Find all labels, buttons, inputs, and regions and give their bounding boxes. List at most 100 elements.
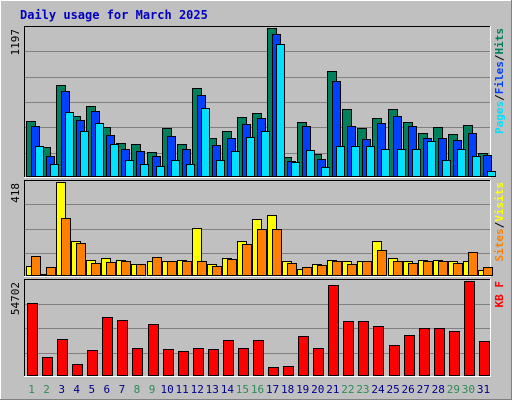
bar-pages-day-10 <box>171 160 180 177</box>
x-tick-label-28: 28 <box>432 383 445 396</box>
bar-pages-day-17 <box>276 44 285 177</box>
bar-kb-f-day-11 <box>178 351 189 376</box>
x-tick-label-15: 15 <box>236 383 249 396</box>
x-tick-label-20: 20 <box>311 383 324 396</box>
bar-sites-day-15 <box>242 244 252 276</box>
bar-kb-f-day-1 <box>27 303 38 376</box>
y-legend-middle: Sites/Visits <box>493 182 506 262</box>
legend-separator: / <box>493 94 506 101</box>
bar-kb-f-day-30 <box>464 281 475 376</box>
bar-pages-day-23 <box>366 146 375 177</box>
x-tick-label-29: 29 <box>447 383 460 396</box>
bar-kb-f-day-23 <box>358 321 369 376</box>
bar-sites-day-25 <box>393 261 403 276</box>
y-legend-top: Pages/Files/Hits <box>493 28 506 134</box>
bar-sites-day-18 <box>287 263 297 276</box>
bar-sites-day-13 <box>212 266 222 276</box>
bar-kb-f-day-27 <box>419 328 430 376</box>
bar-sites-day-28 <box>438 261 448 276</box>
bar-sites-day-10 <box>167 261 177 276</box>
x-tick-label-30: 30 <box>462 383 475 396</box>
x-axis-labels: 1 2 3 4 5 6 7 8 9 10 11 12 13 14 15 16 17 18 19 20 21 22 23 24 2… <box>28 383 490 396</box>
bar-sites-day-20 <box>317 265 327 276</box>
x-tick-label-31: 31 <box>477 383 490 396</box>
chart-panels: 1197 Pages/Files/Hits 418Sites/Visits54702… <box>9 26 506 377</box>
bar-kb-f-day-24 <box>373 326 384 376</box>
bar-sites-day-27 <box>423 261 433 276</box>
x-tick-label-19: 19 <box>296 383 309 396</box>
bar-sites-day-2 <box>46 267 56 276</box>
bar-pages-day-16 <box>261 131 270 177</box>
bar-kb-f-day-22 <box>343 321 354 376</box>
bar-kb-f-day-21 <box>328 285 339 376</box>
bar-sites-day-31 <box>483 267 493 276</box>
x-tick-label-17: 17 <box>266 383 279 396</box>
bar-kb-f-day-18 <box>283 366 294 376</box>
x-tick-label-21: 21 <box>326 383 339 396</box>
x-tick-label-23: 23 <box>356 383 369 396</box>
bar-sites-day-11 <box>182 261 192 276</box>
bar-pages-day-27 <box>427 141 436 177</box>
x-tick-label-4: 4 <box>73 383 80 396</box>
bar-sites-day-22 <box>347 264 357 276</box>
x-tick-label-22: 22 <box>341 383 354 396</box>
legend-visits: Visits <box>493 182 506 222</box>
bar-pages-day-19 <box>306 150 315 177</box>
bar-kb-f-day-29 <box>449 331 460 376</box>
x-tick-label-26: 26 <box>402 383 415 396</box>
bar-sites-day-17 <box>272 229 282 276</box>
bar-kb-f-day-14 <box>223 340 234 376</box>
x-tick-label-16: 16 <box>251 383 264 396</box>
bar-sites-day-7 <box>121 261 131 276</box>
bar-pages-day-15 <box>246 137 255 177</box>
bar-kb-f-day-26 <box>404 335 415 376</box>
x-tick-label-6: 6 <box>104 383 111 396</box>
bar-sites-day-30 <box>468 252 478 276</box>
bar-pages-day-7 <box>125 160 134 177</box>
bar-pages-day-22 <box>351 146 360 177</box>
bar-pages-day-20 <box>321 167 330 177</box>
bar-kb-f-day-20 <box>313 348 324 376</box>
legend-sites: Sites <box>493 228 506 261</box>
bar-kb-f-day-3 <box>57 339 68 376</box>
panel-bottom: 54702 KB F <box>9 279 506 377</box>
x-tick-label-7: 7 <box>119 383 126 396</box>
bar-kb-f-day-31 <box>479 341 490 376</box>
y-legend-bottom: KB F <box>493 281 506 308</box>
bar-pages-day-21 <box>336 146 345 177</box>
bar-pages-day-13 <box>216 160 225 177</box>
x-tick-label-18: 18 <box>281 383 294 396</box>
bar-sites-day-19 <box>302 267 312 276</box>
bar-sites-day-6 <box>106 262 116 276</box>
x-tick-label-27: 27 <box>417 383 430 396</box>
x-tick-label-14: 14 <box>221 383 235 396</box>
bar-pages-day-12 <box>201 108 210 177</box>
bar-pages-day-25 <box>397 149 406 177</box>
bar-kb-f-day-25 <box>389 345 400 376</box>
bar-sites-day-8 <box>136 264 146 276</box>
x-tick-label-5: 5 <box>88 383 95 396</box>
bar-pages-day-5 <box>95 123 104 177</box>
chart-title: Daily usage for March 2025 <box>20 8 208 22</box>
bar-sites-day-14 <box>227 259 237 276</box>
panel-middle: 418 Sites/Visits <box>9 180 506 277</box>
x-tick-label-2: 2 <box>43 383 50 396</box>
bar-sites-day-5 <box>91 263 101 276</box>
x-tick-label-10: 10 <box>160 383 173 396</box>
bar-kb-f-day-9 <box>148 324 159 376</box>
bar-sites-day-4 <box>76 243 86 276</box>
y-max-label-top: 1197 <box>9 29 22 56</box>
bar-pages-day-4 <box>80 131 89 177</box>
bar-pages-day-14 <box>231 151 240 177</box>
bar-pages-day-24 <box>381 149 390 177</box>
x-tick-label-25: 25 <box>386 383 399 396</box>
x-tick-label-12: 12 <box>191 383 204 396</box>
bar-pages-day-11 <box>186 164 195 177</box>
x-tick-label-1: 1 <box>28 383 35 396</box>
bar-pages-day-8 <box>140 164 149 177</box>
bar-sites-day-1 <box>31 256 41 276</box>
bar-kb-f-day-5 <box>87 350 98 376</box>
bar-pages-day-31 <box>487 171 496 177</box>
bar-kb-f-day-12 <box>193 348 204 376</box>
